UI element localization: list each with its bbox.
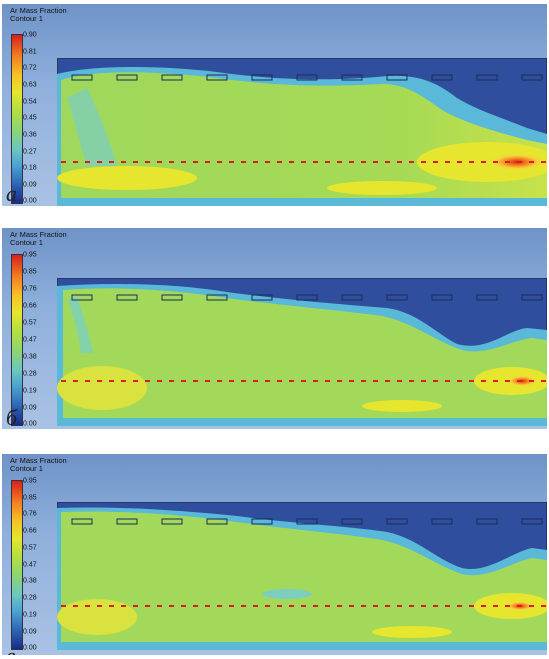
colorbar-tick: 0.95 bbox=[23, 251, 37, 259]
colorbar-tick: 0.85 bbox=[23, 268, 37, 276]
colorbar-tick: 0.00 bbox=[23, 420, 37, 428]
colorbar bbox=[11, 34, 23, 204]
yellow-zone bbox=[57, 366, 147, 410]
colorbar-tick: 0.09 bbox=[23, 404, 37, 412]
colorbar-tick: 0.76 bbox=[23, 510, 37, 518]
legend-title-text: Ar Mass Fraction bbox=[10, 230, 67, 239]
yellow-zone bbox=[362, 400, 442, 412]
colorbar-tick: 0.36 bbox=[23, 131, 37, 139]
colorbar-tick: 0.27 bbox=[23, 148, 37, 156]
colorbar-tick: 0.66 bbox=[23, 302, 37, 310]
legend-subtitle-text: Contour 1 bbox=[10, 13, 43, 23]
legend-title-text: Ar Mass Fraction bbox=[10, 6, 67, 15]
colorbar-tick: 0.90 bbox=[23, 31, 37, 39]
colorbar-tick: 0.76 bbox=[23, 285, 37, 293]
yellow-zone bbox=[57, 166, 197, 190]
legend-title: Ar Mass Fraction Contour 1 bbox=[10, 231, 67, 246]
yellow-zone bbox=[57, 599, 137, 635]
yellow-zone bbox=[327, 181, 437, 195]
colorbar-tick: 0.38 bbox=[23, 353, 37, 361]
colorbar bbox=[11, 480, 23, 650]
colorbar-tick: 0.18 bbox=[23, 164, 37, 172]
legend-title-text: Ar Mass Fraction bbox=[10, 456, 67, 465]
yellow-zone bbox=[262, 589, 312, 599]
panel-label: б bbox=[6, 405, 18, 429]
colorbar-tick: 0.81 bbox=[23, 48, 37, 56]
colorbar-tick: 0.00 bbox=[23, 644, 37, 652]
colorbar-tick: 0.47 bbox=[23, 336, 37, 344]
panel-label: в bbox=[6, 645, 16, 656]
contour-field bbox=[57, 58, 547, 206]
colorbar-tick: 0.85 bbox=[23, 494, 37, 502]
colorbar-tick: 0.38 bbox=[23, 577, 37, 585]
yellow-zone bbox=[372, 626, 452, 638]
wedge-lowfrac bbox=[67, 296, 93, 353]
panel-label: a bbox=[6, 181, 17, 206]
colorbar-tick: 0.57 bbox=[23, 319, 37, 327]
legend-subtitle-text: Contour 1 bbox=[10, 463, 43, 473]
legend-subtitle-text: Contour 1 bbox=[10, 237, 43, 247]
contour-panel-c: Ar Mass Fraction Contour 1 0.95 0.85 0.7… bbox=[2, 454, 547, 655]
peak-zone bbox=[506, 375, 538, 387]
wedge-lowfrac bbox=[67, 88, 117, 166]
colorbar-tick: 0.28 bbox=[23, 370, 37, 378]
legend-title: Ar Mass Fraction Contour 1 bbox=[10, 7, 67, 22]
colorbar-tick: 0.95 bbox=[23, 477, 37, 485]
legend-title: Ar Mass Fraction Contour 1 bbox=[10, 457, 67, 472]
upper-electrode-row bbox=[71, 518, 543, 525]
colorbar-tick: 0.19 bbox=[23, 387, 37, 395]
colorbar-tick: 0.19 bbox=[23, 611, 37, 619]
colorbar-tick: 0.54 bbox=[23, 98, 37, 106]
contour-panel-b: Ar Mass Fraction Contour 1 0.95 0.85 0.7… bbox=[2, 228, 547, 429]
colorbar-tick: 0.63 bbox=[23, 81, 37, 89]
colorbar bbox=[11, 254, 23, 426]
colorbar-tick: 0.00 bbox=[23, 197, 37, 205]
contour-field bbox=[57, 278, 547, 426]
colorbar-tick: 0.57 bbox=[23, 544, 37, 552]
upper-electrode-row bbox=[71, 294, 543, 301]
colorbar-tick: 0.45 bbox=[23, 114, 37, 122]
colorbar-tick: 0.09 bbox=[23, 181, 37, 189]
upper-electrode-row bbox=[71, 74, 543, 81]
colorbar-tick: 0.28 bbox=[23, 594, 37, 602]
colorbar-tick: 0.47 bbox=[23, 561, 37, 569]
colorbar-tick: 0.09 bbox=[23, 628, 37, 636]
green-core bbox=[61, 511, 547, 642]
contour-field bbox=[57, 502, 547, 650]
green-core bbox=[63, 288, 547, 418]
colorbar-tick: 0.72 bbox=[23, 64, 37, 72]
contour-panel-a: Ar Mass Fraction Contour 1 0.90 0.81 0.7… bbox=[2, 4, 547, 206]
colorbar-tick: 0.66 bbox=[23, 527, 37, 535]
